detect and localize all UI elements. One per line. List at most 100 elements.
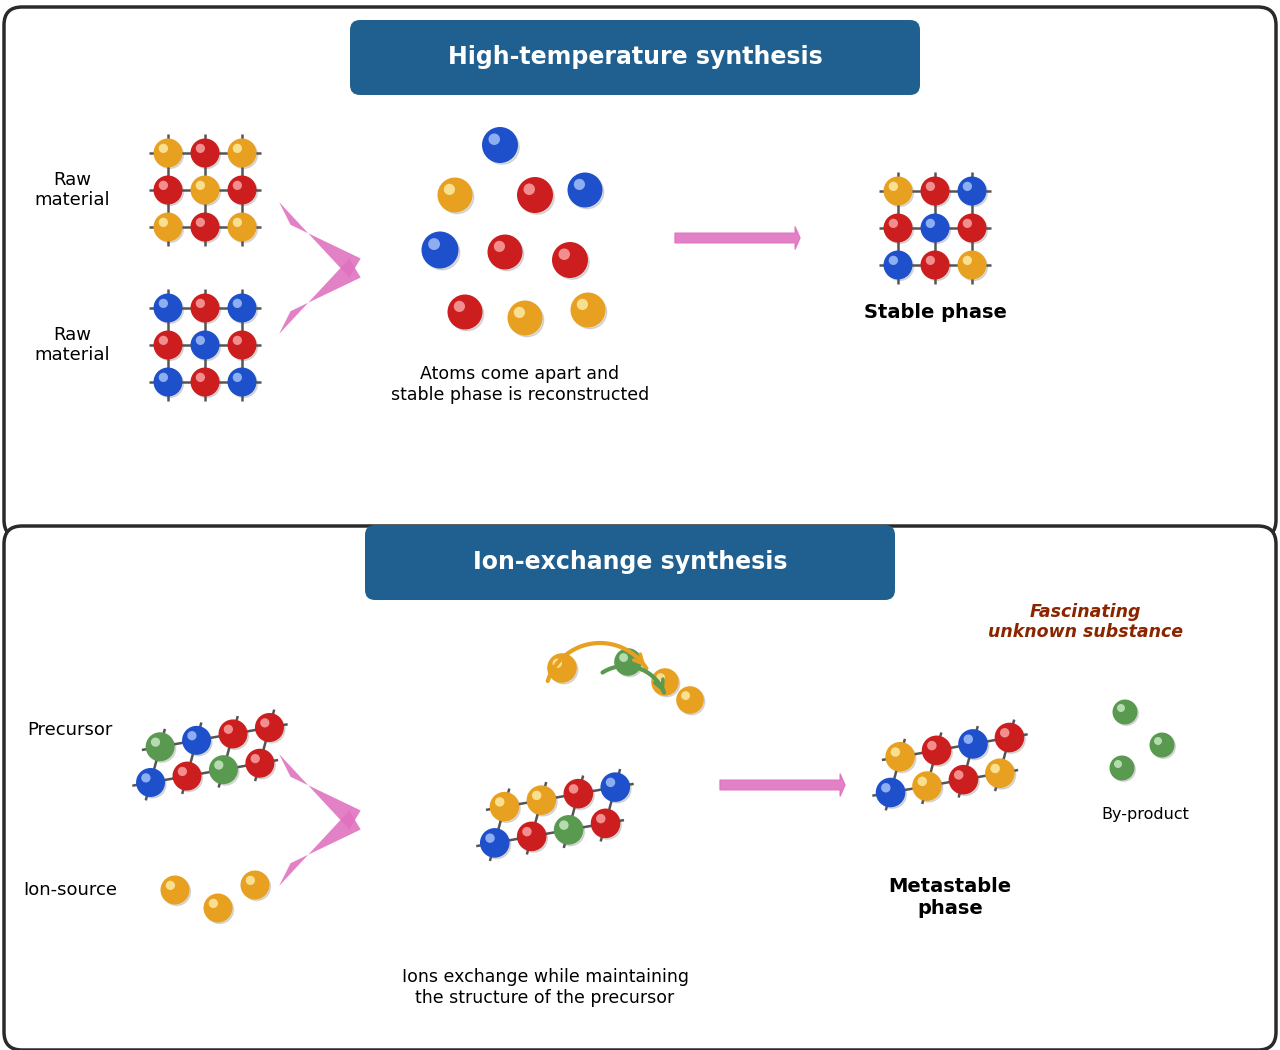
Circle shape xyxy=(233,336,242,345)
Circle shape xyxy=(961,732,989,760)
Circle shape xyxy=(490,792,520,821)
Circle shape xyxy=(163,878,191,905)
Circle shape xyxy=(881,783,891,793)
Circle shape xyxy=(159,181,168,190)
Circle shape xyxy=(526,785,557,815)
Circle shape xyxy=(173,761,201,791)
Circle shape xyxy=(246,876,255,885)
Circle shape xyxy=(251,754,260,763)
Text: Raw
material: Raw material xyxy=(35,170,110,209)
Circle shape xyxy=(520,180,554,214)
Polygon shape xyxy=(279,202,361,277)
Circle shape xyxy=(997,726,1025,753)
Circle shape xyxy=(159,336,168,345)
Circle shape xyxy=(913,772,942,801)
Circle shape xyxy=(196,298,205,308)
Circle shape xyxy=(187,731,197,740)
Circle shape xyxy=(1111,758,1135,781)
Circle shape xyxy=(522,827,531,837)
Circle shape xyxy=(963,218,972,228)
Circle shape xyxy=(493,795,520,822)
Circle shape xyxy=(184,729,212,756)
Circle shape xyxy=(228,212,256,242)
Circle shape xyxy=(927,741,937,751)
Circle shape xyxy=(568,784,579,794)
Circle shape xyxy=(165,881,175,890)
Circle shape xyxy=(178,766,187,776)
Circle shape xyxy=(159,217,168,227)
Circle shape xyxy=(191,212,219,242)
Circle shape xyxy=(876,778,905,807)
Circle shape xyxy=(957,213,987,243)
Circle shape xyxy=(233,181,242,190)
Circle shape xyxy=(191,294,219,322)
Circle shape xyxy=(248,751,275,779)
Circle shape xyxy=(214,760,224,770)
Circle shape xyxy=(485,834,495,843)
Circle shape xyxy=(652,668,678,696)
Circle shape xyxy=(988,761,1016,789)
Circle shape xyxy=(495,797,504,806)
Circle shape xyxy=(573,178,585,190)
Circle shape xyxy=(552,242,588,278)
Circle shape xyxy=(230,370,257,398)
Circle shape xyxy=(1110,756,1134,780)
Circle shape xyxy=(154,368,183,397)
Text: Fascinating
unknown substance: Fascinating unknown substance xyxy=(987,603,1183,642)
Circle shape xyxy=(191,139,219,168)
Circle shape xyxy=(920,213,950,243)
Circle shape xyxy=(228,139,256,168)
Circle shape xyxy=(230,141,257,168)
Circle shape xyxy=(191,331,219,359)
Text: By-product: By-product xyxy=(1101,807,1189,822)
Circle shape xyxy=(159,298,168,308)
Circle shape xyxy=(193,215,220,243)
Circle shape xyxy=(513,307,525,318)
Circle shape xyxy=(228,368,256,397)
Circle shape xyxy=(193,370,220,398)
Circle shape xyxy=(591,808,621,838)
FancyBboxPatch shape xyxy=(349,20,920,94)
Circle shape xyxy=(224,724,233,734)
Circle shape xyxy=(963,182,972,191)
Circle shape xyxy=(141,773,151,782)
Circle shape xyxy=(448,294,483,330)
Circle shape xyxy=(206,896,233,924)
Circle shape xyxy=(559,820,568,830)
Circle shape xyxy=(209,755,238,784)
Circle shape xyxy=(154,331,183,359)
Circle shape xyxy=(517,821,547,852)
Circle shape xyxy=(960,253,987,280)
Circle shape xyxy=(681,691,690,700)
Circle shape xyxy=(193,333,220,360)
Circle shape xyxy=(454,300,465,312)
Circle shape xyxy=(948,764,978,795)
Circle shape xyxy=(888,182,899,191)
Circle shape xyxy=(260,718,270,728)
Circle shape xyxy=(182,726,211,755)
Circle shape xyxy=(883,251,913,279)
Circle shape xyxy=(886,178,914,207)
Circle shape xyxy=(156,296,183,323)
Circle shape xyxy=(485,130,520,164)
Circle shape xyxy=(233,373,242,382)
Circle shape xyxy=(563,779,593,808)
Circle shape xyxy=(617,651,643,677)
Circle shape xyxy=(878,780,906,808)
Circle shape xyxy=(603,775,631,803)
Circle shape xyxy=(507,300,543,336)
Circle shape xyxy=(241,870,270,900)
Circle shape xyxy=(888,218,899,228)
Circle shape xyxy=(888,256,899,265)
Circle shape xyxy=(558,249,570,260)
Circle shape xyxy=(211,758,239,785)
Circle shape xyxy=(524,184,535,195)
Circle shape xyxy=(246,749,274,778)
Circle shape xyxy=(920,176,950,206)
Circle shape xyxy=(553,658,562,668)
Circle shape xyxy=(573,295,607,329)
Circle shape xyxy=(571,293,605,328)
Circle shape xyxy=(548,653,577,682)
Circle shape xyxy=(196,373,205,382)
Circle shape xyxy=(883,176,913,206)
